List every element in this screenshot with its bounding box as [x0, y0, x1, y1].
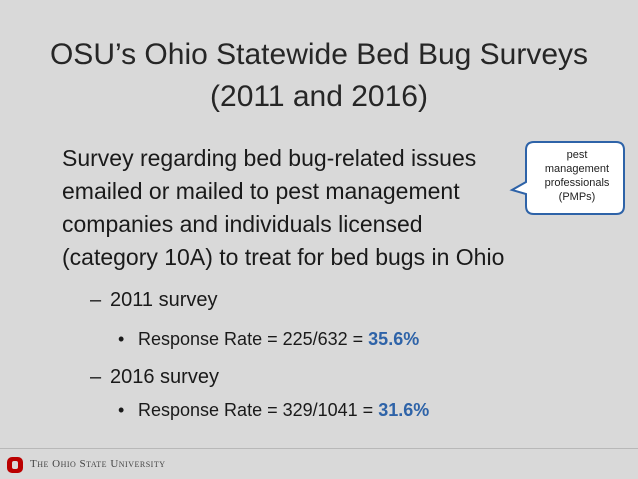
- rate-2016-value: 31.6%: [378, 400, 430, 420]
- survey-2011-item: –2011 survey: [90, 287, 217, 313]
- survey-2016-rate: • Response Rate = 329/1041 = 31.6%: [118, 398, 429, 422]
- bullet-marker: •: [118, 329, 125, 349]
- rate-2011-text: Response Rate = 225/632 =: [138, 329, 369, 349]
- description-line-1: Survey regarding bed bug-related issues: [62, 145, 477, 171]
- bullet-marker: •: [118, 400, 125, 420]
- title-line-1: OSU’s Ohio Statewide Bed Bug Surveys: [49, 38, 589, 71]
- footer: The Ohio State University: [0, 448, 638, 479]
- description-line-2: emailed or mailed to pest management: [62, 178, 460, 204]
- dash-marker: –: [90, 366, 102, 388]
- footer-divider: [0, 448, 638, 449]
- pmp-callout: pest management professionals (PMPs): [508, 140, 626, 218]
- rate-2011-value: 35.6%: [368, 329, 420, 349]
- survey-2011-rate: • Response Rate = 225/632 = 35.6%: [118, 327, 419, 351]
- callout-text: pest management professionals (PMPs): [530, 148, 624, 204]
- rate-2016-text: Response Rate = 329/1041 =: [138, 400, 379, 420]
- description-line-4: (category 10A) to treat for bed bugs in …: [62, 244, 505, 270]
- callout-line-3: professionals: [544, 177, 610, 189]
- description-line-3: companies and individuals licensed: [62, 211, 423, 237]
- survey-2016-label: 2016 survey: [110, 366, 219, 388]
- callout-line-1: pest: [566, 149, 588, 161]
- callout-line-4: (PMPs): [558, 191, 596, 203]
- survey-description: Survey regarding bed bug-related issues …: [62, 142, 582, 274]
- university-name: The Ohio State University: [30, 458, 166, 470]
- speech-bubble-icon: [509, 141, 625, 215]
- block-o-icon: [7, 457, 23, 473]
- callout-line-2: management: [544, 163, 610, 175]
- survey-2016-item: –2016 survey: [90, 364, 219, 390]
- survey-2011-label: 2011 survey: [110, 289, 218, 311]
- dash-marker: –: [90, 289, 102, 311]
- slide-title: OSU’s Ohio Statewide Bed Bug Surveys (20…: [0, 34, 638, 118]
- title-line-2: (2011 and 2016): [210, 80, 428, 113]
